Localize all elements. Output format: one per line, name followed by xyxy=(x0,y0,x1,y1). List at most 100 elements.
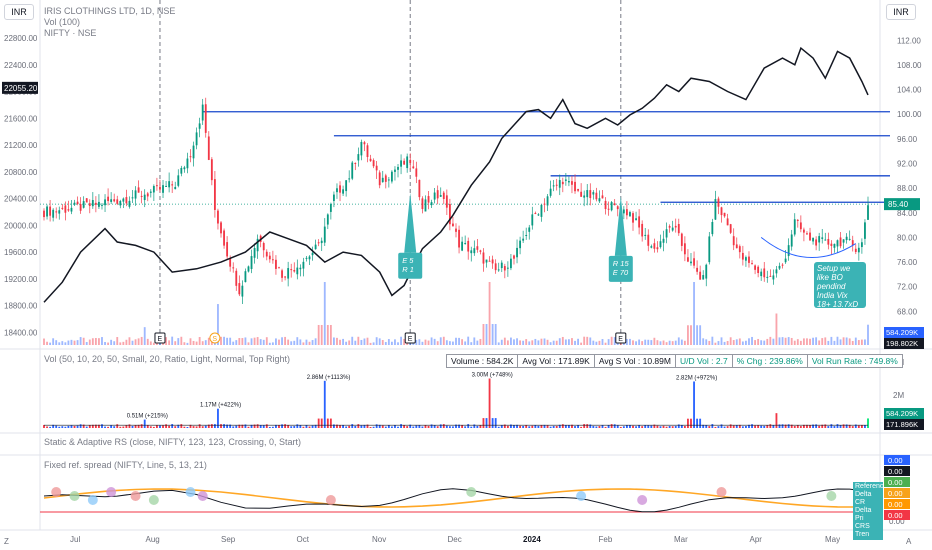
volume-bar xyxy=(656,425,659,428)
overlay-volume-bar xyxy=(207,337,210,345)
overlay-volume-bar xyxy=(583,336,586,345)
spread-cross-marker xyxy=(197,491,208,501)
volume-peak-label: 3.00M (+748%) xyxy=(472,373,513,379)
overlay-volume-bar xyxy=(488,282,491,345)
candle-body xyxy=(244,271,247,283)
stat-vol-run-rate: Vol Run Rate : 749.8% xyxy=(811,356,898,366)
overlay-volume-bar xyxy=(754,340,756,345)
overlay-volume-bar xyxy=(741,341,744,345)
volume-pane-legend: Vol (50, 10, 20, 50, Small, 20, Ratio, L… xyxy=(44,354,290,364)
overlay-volume-bar xyxy=(326,324,329,345)
candle-body xyxy=(174,186,177,190)
volume-bar xyxy=(311,425,314,428)
volume-bar xyxy=(497,426,500,428)
volume-bar xyxy=(754,425,756,428)
currency-selector-right[interactable]: INR xyxy=(886,4,916,20)
volume-bar xyxy=(107,426,110,428)
overlay-volume-bar xyxy=(201,341,204,345)
overlay-volume-bar xyxy=(772,338,775,345)
nifty-line xyxy=(43,46,869,303)
volume-bar xyxy=(390,426,393,428)
volume-bar xyxy=(226,424,229,428)
overlay-volume-bar xyxy=(52,338,55,345)
volume-bar xyxy=(583,424,586,428)
overlay-volume-bar xyxy=(635,341,637,345)
volume-bar xyxy=(708,426,711,428)
setup-annotation[interactable]: Setup we like BO pendind India Vix 18+ 1… xyxy=(814,262,866,309)
overlay-volume-bar xyxy=(220,336,222,345)
candle-body xyxy=(683,243,686,255)
candle-body xyxy=(720,207,723,216)
volume-bar xyxy=(58,426,61,428)
overlay-volume-bar xyxy=(668,340,671,345)
overlay-volume-bar xyxy=(360,339,363,345)
overlay-volume-bar xyxy=(793,340,796,345)
volume-bar xyxy=(452,426,454,428)
volume-bar xyxy=(824,424,827,428)
overlay-volume-bar xyxy=(387,339,390,345)
overlay-volume-bar xyxy=(696,325,699,345)
candle-body xyxy=(812,237,814,242)
candle-body xyxy=(668,226,671,228)
overlay-volume-bar xyxy=(561,336,564,345)
currency-selector-left[interactable]: INR xyxy=(4,4,34,20)
candle-body xyxy=(329,204,332,212)
volume-bar xyxy=(415,425,418,428)
overlay-volume-bar xyxy=(390,341,393,345)
overlay-volume-bar xyxy=(497,342,500,345)
earnings-marker xyxy=(404,332,416,344)
volume-bar xyxy=(168,425,171,428)
overlay-volume-bar xyxy=(442,336,445,345)
corner-z[interactable]: Z xyxy=(4,537,9,546)
overlay-volume-bar xyxy=(378,338,381,345)
volume-bar xyxy=(55,425,58,428)
event-callout-box xyxy=(608,255,633,282)
overlay-volume-bar xyxy=(769,336,772,345)
candle-body xyxy=(311,252,314,256)
overlay-volume-bar xyxy=(821,338,824,345)
corner-a[interactable]: A xyxy=(906,537,912,546)
volume-bar xyxy=(119,426,122,428)
overlay-volume-bar xyxy=(247,342,250,345)
volume-bar xyxy=(848,424,851,428)
time-axis-label: Apr xyxy=(750,535,763,544)
candle-body xyxy=(183,167,186,170)
volume-bar xyxy=(732,425,735,428)
candle-body xyxy=(506,267,509,269)
volume-bar xyxy=(601,425,604,428)
volume-bar xyxy=(43,424,45,428)
candle-body xyxy=(85,198,88,203)
volume-bar xyxy=(250,424,253,428)
overlay-volume-bar xyxy=(119,342,122,345)
volume-bar xyxy=(424,425,427,428)
overlay-volume-bar xyxy=(256,337,259,345)
volume-bar xyxy=(241,424,244,428)
volume-bar xyxy=(201,426,204,428)
overlay-volume-bar xyxy=(671,341,674,345)
left-axis-tick: 22400.00 xyxy=(4,61,38,70)
overlay-volume-bar xyxy=(58,342,61,345)
candle-body xyxy=(360,141,363,156)
event-callout-box xyxy=(398,252,423,279)
stat-ud-vol: U/D Vol : 2.7 xyxy=(676,355,733,367)
volume-bar xyxy=(247,426,250,428)
overlay-volume-bar xyxy=(656,340,659,345)
overlay-volume-bar xyxy=(751,336,753,345)
overlay-volume-bar xyxy=(546,339,549,345)
overlay-volume-bar xyxy=(189,338,192,345)
stat-avg-vol: Avg Vol : 171.89K xyxy=(518,355,595,367)
candle-body xyxy=(76,201,79,205)
volume-bar xyxy=(293,426,296,428)
candle-body xyxy=(665,229,668,238)
overlay-volume-bar xyxy=(864,339,866,345)
overlay-volume-bar xyxy=(659,341,662,345)
volume-bar xyxy=(366,424,369,428)
volume-bar xyxy=(85,426,88,428)
overlay-volume-bar xyxy=(433,338,436,345)
volume-pane-badge: 171.896K xyxy=(886,420,918,429)
event-callout-text: R 15 xyxy=(613,259,630,268)
time-axis-label: Dec xyxy=(448,535,462,544)
overlay-volume-bar xyxy=(781,337,784,345)
volume-bar xyxy=(610,424,613,428)
